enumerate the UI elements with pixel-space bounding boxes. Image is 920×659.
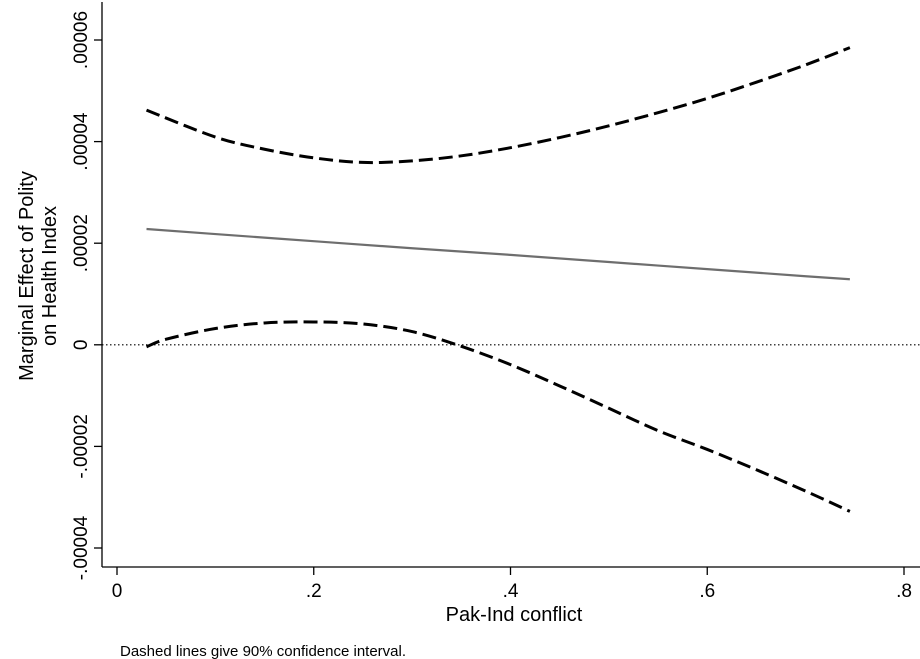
x-tick-label: .6 — [699, 581, 715, 602]
y-tick-label: 0 — [71, 340, 92, 351]
y-axis-title-line-2: on Health Index — [39, 206, 61, 346]
axes-layer — [101, 2, 920, 568]
x-tick-label: .2 — [306, 581, 322, 602]
y-tick-label: .00006 — [71, 11, 92, 69]
x-tick-label: .8 — [896, 581, 912, 602]
y-tick-label: -.00004 — [71, 515, 92, 580]
series-layer — [145, 46, 851, 513]
estimate-line — [146, 227, 850, 281]
lower-line — [145, 320, 851, 513]
y-axis-title-line-1: Marginal Effect of Polity — [16, 171, 38, 381]
upper-line — [145, 46, 851, 165]
y-tick-label: -.00002 — [71, 414, 92, 478]
y-tick-label: .00004 — [71, 112, 92, 171]
tick-layer: 0 .2 .4 .6 .8 -.00004 -.00002 0 .00002 .00004 .000… — [71, 11, 912, 602]
x-axis-title: Pak-Ind conflict — [446, 604, 583, 626]
x-tick-label: 0 — [112, 581, 123, 602]
confidence-interval-note: Dashed lines give 90% confidence interva… — [120, 643, 406, 659]
y-tick-label: .00002 — [71, 214, 92, 272]
x-tick-label: .4 — [503, 581, 519, 602]
